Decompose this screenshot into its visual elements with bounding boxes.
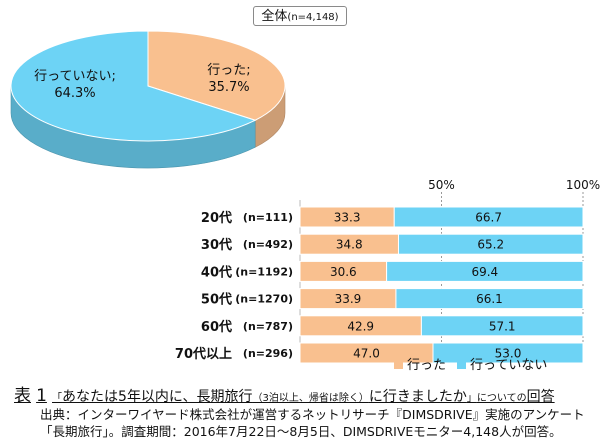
category-label-1: 30代 [201,237,232,253]
caption-suffix: 回答 [526,389,555,405]
bar-label-4-1: 57.1 [489,319,516,333]
bar-label-3-1: 66.1 [476,292,503,306]
bar-label-2-1: 69.4 [471,265,498,279]
overall-sample-tag: 全体(n=4,148) [253,6,347,26]
bar-4-1 [420,315,584,337]
bar-label-1-1: 65.2 [477,238,504,252]
category-n-4: (n=787) [243,320,293,333]
x-tick-label-1: 100% [566,178,600,192]
bar-label-2-0: 30.6 [330,265,357,279]
category-label-3: 50代 [201,292,232,308]
category-n-2: (n=1192) [235,265,293,278]
caption-prefix: 表 [14,386,31,406]
category-label-5: 70代以上 [175,346,232,362]
caption-question-num: 5 [118,389,127,405]
bar-label-4-0: 42.9 [347,319,374,333]
figure-caption: 表 1 「あなたは5年以内に、長期旅行（3泊以上、帰省は除く）に行きましたか」に… [14,381,598,406]
bar-label-5-0: 47.0 [353,347,380,361]
bar-1-1 [397,233,584,255]
source-line-1: 出典：インターワイヤード株式会社が運営するネットリサーチ『DIMSDRIVE』実… [40,407,585,422]
overall-n: (n=4,148) [287,12,339,23]
bar-label-0-0: 33.3 [334,211,361,225]
caption-question-2: 年以内に、長期旅行 [126,389,253,405]
caption-suffix-small: についての [476,393,527,404]
pie-label-0: 行った; [207,63,250,78]
caption-question-3: に行きましたか [368,389,467,405]
overall-label: 全体 [261,9,288,24]
category-label-0: 20代 [201,210,232,226]
bar-label-5-1: 53.0 [495,347,522,361]
source-note: 出典：インターワイヤード株式会社が運営するネットリサーチ『DIMSDRIVE』実… [40,406,585,440]
bar-label-0-1: 66.7 [475,211,502,225]
x-tick-label-0: 50% [428,178,455,192]
pie-label-1: 行っていない; [34,69,116,84]
legend-label-1: 行っていない [470,358,547,373]
caption-number: 1 [36,386,47,406]
legend-swatch-1 [457,360,466,369]
legend-swatch-0 [394,360,403,369]
pie-pct-0: 35.7% [208,80,249,95]
category-n-3: (n=1270) [235,293,293,306]
caption-close-quote: 」 [466,393,477,404]
bar-label-1-0: 34.8 [336,238,363,252]
pie-slice-0 [147,30,286,121]
bar-label-3-0: 33.9 [335,292,362,306]
category-n-0: (n=111) [243,211,293,224]
category-n-5: (n=296) [243,347,293,360]
chart-canvas: 行った; 35.7% 行っていない; 64.3% 50% 100% 20代 (n=111) 33… [10,30,600,373]
bar-2-1 [386,260,584,282]
category-label-2: 40代 [201,264,232,280]
source-line-2: 「長期旅行」。調査期間：2016年7月22日～8月5日、DIMSDRIVEモニタ… [40,424,562,439]
category-n-1: (n=492) [243,238,293,251]
legend-label-0: 行った [407,358,446,373]
pie-pct-1: 64.3% [54,86,95,101]
pie-slice-1 [10,30,257,142]
bar-5-1 [432,342,584,364]
caption-paren: （3泊以上、帰省は除く） [252,393,369,404]
bar-3-1 [395,288,584,310]
caption-question-1: あなたは [62,389,119,405]
bar-0-1 [393,206,584,228]
caption-open-quote: 「 [52,393,63,404]
category-label-4: 60代 [201,319,232,335]
